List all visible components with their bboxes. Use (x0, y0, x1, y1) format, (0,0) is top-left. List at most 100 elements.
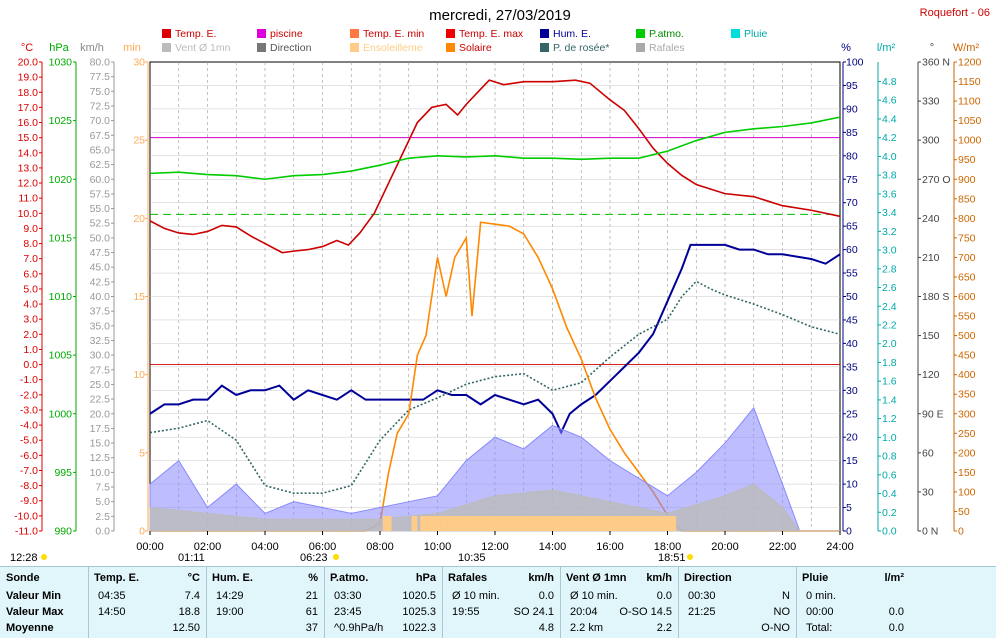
sun-axis-tick-label: 20 (133, 213, 145, 225)
rain-axis-tick-label: 2.2 (882, 319, 897, 331)
humidity-axis-tick-label: 80 (846, 150, 858, 162)
legend-swatch (350, 43, 359, 52)
solar-axis-tick-label: 600 (958, 291, 976, 303)
humidity-axis-tick-label: 10 (846, 479, 858, 491)
stats-time: 03:30 (334, 590, 362, 602)
temp-axis-tick-label: -9.0 (20, 495, 38, 507)
rain-axis-tick-label: 2.8 (882, 263, 897, 275)
rain-axis-tick-label: 1.4 (882, 394, 897, 406)
stats-value: 4.8 (538, 622, 554, 634)
axis-unit-label: l/m² (877, 42, 896, 54)
stats-column-title: Rafales (448, 572, 488, 584)
series-p-de-ros-e- (149, 280, 841, 494)
weather-chart: mercredi, 27/03/2019 Roquefort - 06 Temp… (10, 7, 990, 564)
x-tick-label: 24:00 (826, 541, 854, 553)
stats-time: Ø 10 min. (452, 590, 500, 602)
legend-label: Ensoleilleme (363, 42, 423, 54)
temp-axis-tick-label: -2.0 (20, 389, 38, 401)
series-hum-e- (149, 243, 841, 435)
wind-axis-tick-label: 32.5 (90, 335, 111, 347)
humidity-axis-tick-label: 35 (846, 361, 858, 373)
wind-axis-tick-label: 72.5 (90, 100, 111, 112)
temp-axis-tick-label: 3.0 (23, 314, 38, 326)
pressure-axis-tick-label: 995 (54, 467, 72, 479)
wind-axis-tick-label: 75.0 (90, 86, 111, 98)
solar-axis-tick-label: 50 (958, 506, 970, 518)
wind-axis-tick-label: 62.5 (90, 159, 111, 171)
sun-axis-tick-label: 30 (133, 57, 145, 69)
sun-axis-tick-label: 10 (133, 369, 145, 381)
axis-unit-label: ° (930, 42, 934, 54)
legend-label: Temp. E. min (363, 28, 424, 40)
direction-axis-tick-label: 90 E (922, 408, 944, 420)
legend-label: P. de rosée* (553, 42, 609, 54)
x-tick-label: 02:00 (194, 541, 222, 553)
stats-value: 1022.3 (402, 622, 436, 634)
stats-column-unit: % (308, 572, 318, 584)
stats-value: 7.4 (184, 590, 200, 602)
wind-axis-tick-label: 77.5 (90, 71, 111, 83)
solar-axis-tick-label: 350 (958, 389, 976, 401)
rain-axis-tick-label: 3.0 (882, 245, 897, 257)
humidity-axis-tick-label: 40 (846, 338, 858, 350)
stats-value: N (782, 590, 790, 602)
temp-axis-tick-label: -4.0 (20, 420, 38, 432)
axis-unit-label: hPa (49, 42, 69, 54)
wind-axis-tick-label: 60.0 (90, 174, 111, 186)
axis-unit-label: min (123, 42, 141, 54)
rain-axis-tick-label: 1.6 (882, 376, 897, 388)
humidity-axis-tick-label: 85 (846, 127, 858, 139)
humidity-axis-tick-label: 0 (846, 526, 852, 538)
sun-axis-tick-label: 15 (133, 291, 145, 303)
stats-column-unit: °C (187, 572, 200, 584)
legend-swatch (350, 29, 359, 38)
legend-swatch (257, 29, 266, 38)
humidity-axis-tick-label: 15 (846, 455, 858, 467)
series-p-atmo- (149, 116, 841, 181)
wind-axis-tick-label: 37.5 (90, 306, 111, 318)
direction-axis-tick-label: 30 (922, 486, 934, 498)
legend-label: P.atmo. (649, 28, 684, 40)
rain-axis-tick-label: 4.6 (882, 95, 897, 107)
stats-column (442, 567, 561, 638)
direction-axis-tick-label: 120 (922, 369, 940, 381)
temp-axis-tick-label: -1.0 (20, 374, 38, 386)
direction-axis-tick-label: 330 (922, 96, 940, 108)
axis-unit-label: % (841, 42, 851, 54)
legend-swatch (636, 29, 645, 38)
solar-axis-tick-label: 200 (958, 447, 976, 459)
stats-value: SO 24.1 (513, 606, 554, 618)
rain-axis-tick-label: 1.8 (882, 357, 897, 369)
temp-axis-tick-label: -5.0 (20, 435, 38, 447)
stats-column (206, 567, 325, 638)
direction-axis-tick-label: 180 S (922, 291, 949, 303)
axis-unit-label: W/m² (953, 42, 980, 54)
stats-value: 21 (305, 590, 318, 602)
axis-unit-labels: °C hPa km/h min% l/m² ° W/m² (21, 42, 980, 54)
wind-axis-tick-label: 5.0 (95, 496, 110, 508)
temp-axis-tick-label: 12.0 (18, 178, 39, 190)
legend-label: Hum. E. (553, 28, 591, 40)
stats-value: 0.0 (538, 590, 554, 602)
stats-time: 19:00 (216, 606, 244, 618)
wind-axis-tick-label: 52.5 (90, 218, 111, 230)
stats-column (324, 567, 443, 638)
solar-axis-tick-label: 450 (958, 350, 976, 362)
solar-axis-tick-label: 400 (958, 369, 976, 381)
temp-axis-tick-label: 0.0 (23, 359, 38, 371)
stats-column-title: Hum. E. (212, 572, 253, 584)
stats-time: Ø 10 min. (570, 590, 618, 602)
wind-axis-tick-label: 2.5 (95, 511, 110, 523)
sunshine-bar (440, 516, 447, 531)
stats-time: 20:04 (570, 606, 598, 618)
sun-axis-tick-label: 5 (139, 447, 145, 459)
sunset-label: 18:51 (658, 552, 686, 564)
stats-time: Total: (806, 622, 833, 634)
right-axes: 1009590858075706560555045403530252015105… (842, 57, 982, 538)
pressure-axis-tick-label: 1020 (49, 174, 73, 186)
humidity-axis-tick-label: 50 (846, 291, 858, 303)
pressure-axis-tick-label: 1030 (49, 57, 73, 69)
solar-axis-tick-label: 100 (958, 486, 976, 498)
legend-label: piscine (270, 28, 303, 40)
wind-axis-tick-label: 20.0 (90, 408, 111, 420)
